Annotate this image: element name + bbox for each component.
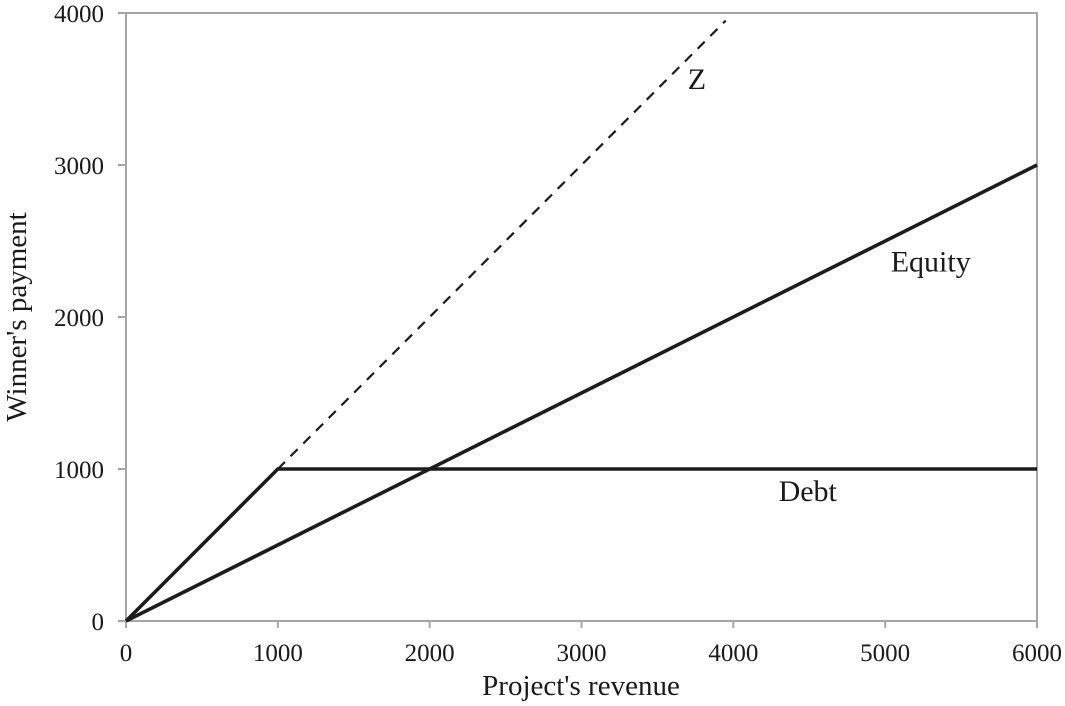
x-tick-label: 3000 — [557, 640, 607, 667]
y-axis-title: Winner's payment — [1, 212, 33, 421]
x-axis-title: Project's revenue — [482, 670, 680, 702]
y-tick-label: 1000 — [54, 457, 104, 484]
y-tick-label: 0 — [92, 609, 105, 636]
y-tick-label: 4000 — [54, 1, 104, 28]
series-line-equity — [125, 163, 1038, 623]
series-line-z — [277, 19, 727, 470]
x-tick-label: 1000 — [253, 640, 303, 667]
series-line-debt — [124, 467, 1037, 623]
axis-ticks: 0 1000 2000 3000 4000 5000 6000 0 1000 2000 3000 40… — [54, 1, 1062, 667]
plot-border — [125, 12, 1038, 622]
y-tick-label: 3000 — [54, 153, 104, 180]
y-tick-label: 2000 — [54, 305, 104, 332]
x-tick-label: 0 — [120, 640, 133, 667]
annotation-debt: Debt — [779, 475, 838, 508]
x-tick-label: 4000 — [708, 640, 758, 667]
annotation-equity: Equity — [891, 245, 971, 278]
data-series — [124, 19, 1038, 623]
x-tick-label: 2000 — [405, 640, 455, 667]
series-labels: Z Equity Debt — [688, 63, 971, 508]
x-tick-label: 6000 — [1012, 640, 1062, 667]
x-tick-label: 5000 — [860, 640, 910, 667]
plot-frame — [125, 12, 1038, 622]
annotation-z: Z — [688, 63, 706, 96]
